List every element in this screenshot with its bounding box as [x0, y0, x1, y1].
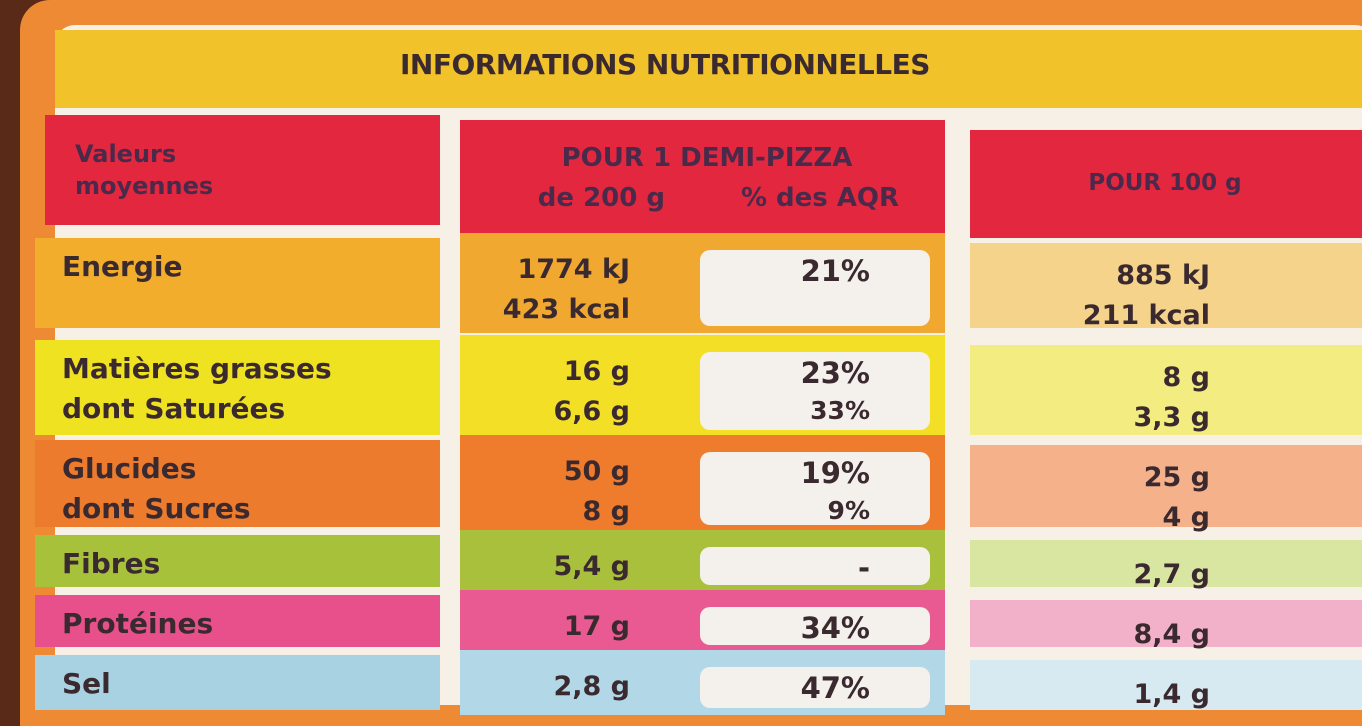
- header-label: moyennes: [75, 172, 214, 200]
- title: INFORMATIONS NUTRITIONNELLES: [400, 48, 930, 81]
- aqr-value: 21%: [800, 254, 870, 288]
- nutrient-name: dont Saturées: [62, 392, 286, 425]
- header-portion: POUR 1 DEMI-PIZZA: [561, 143, 853, 173]
- portion-value: 8 g: [582, 496, 630, 527]
- row-label-cell: [35, 595, 440, 647]
- row-aqr-box: [700, 352, 930, 430]
- row-aqr-box: [700, 667, 930, 708]
- portion-value: 17 g: [563, 611, 630, 642]
- nutrient-name: dont Sucres: [62, 492, 251, 525]
- row-per100-cell: [970, 243, 1362, 328]
- row-per100-cell: [970, 345, 1362, 435]
- row-per100-cell: [970, 445, 1362, 527]
- header-portion-cell: [460, 120, 945, 240]
- per100-value: 3,3 g: [1133, 402, 1210, 433]
- row-label-cell: [35, 440, 440, 527]
- row-per100-cell: [970, 540, 1362, 587]
- row-label-cell: [35, 238, 440, 328]
- nutrition-label: INFORMATIONS NUTRITIONNELLES Valeurs moye…: [20, 0, 1362, 726]
- aqr-value: 34%: [800, 611, 870, 645]
- row-label-cell: [35, 655, 440, 710]
- per100-value: 1,4 g: [1133, 679, 1210, 710]
- nutrient-name: Matières grasses: [62, 352, 332, 385]
- header-label-cell: [45, 115, 440, 225]
- aqr-value: 47%: [800, 671, 870, 705]
- per100-value: 4 g: [1162, 502, 1210, 533]
- row-label-cell: [35, 535, 440, 587]
- header-label: Valeurs: [75, 140, 177, 168]
- per100-value: 2,7 g: [1133, 559, 1210, 590]
- portion-value: 6,6 g: [553, 396, 630, 427]
- row-per100-cell: [970, 600, 1362, 647]
- aqr-value: 33%: [810, 396, 870, 425]
- header-per100-cell: [970, 130, 1362, 238]
- per100-value: 885 kJ: [1116, 260, 1210, 291]
- row-aqr-box: [700, 547, 930, 585]
- row-per100-cell: [970, 660, 1362, 710]
- header-weight: de 200 g: [537, 183, 665, 213]
- nutrient-name: Glucides: [62, 452, 197, 485]
- nutrient-name: Fibres: [62, 547, 161, 580]
- row-aqr-box: [700, 250, 930, 326]
- title-band: [55, 30, 1362, 108]
- portion-value: 5,4 g: [553, 551, 630, 582]
- per100-value: 211 kcal: [1082, 300, 1210, 331]
- header-per100: POUR 100 g: [1088, 170, 1242, 196]
- portion-value: 423 kcal: [502, 294, 630, 325]
- per100-value: 8 g: [1162, 362, 1210, 393]
- aqr-value: 23%: [800, 356, 870, 390]
- portion-value: 2,8 g: [553, 671, 630, 702]
- per100-value: 8,4 g: [1133, 619, 1210, 650]
- row-aqr-box: [700, 607, 930, 645]
- nutrient-name: Energie: [62, 250, 183, 283]
- portion-value: 50 g: [563, 456, 630, 487]
- header-aqr: % des AQR: [740, 183, 900, 213]
- portion-value: 1774 kJ: [517, 254, 630, 285]
- aqr-value: 9%: [827, 496, 870, 525]
- portion-value: 16 g: [563, 356, 630, 387]
- aqr-value: 19%: [800, 456, 870, 490]
- aqr-value: -: [857, 551, 870, 585]
- row-aqr-box: [700, 452, 930, 525]
- per100-value: 25 g: [1143, 462, 1210, 493]
- nutrient-name: Sel: [62, 667, 111, 700]
- row-label-cell: [35, 340, 440, 435]
- nutrient-name: Protéines: [62, 607, 214, 640]
